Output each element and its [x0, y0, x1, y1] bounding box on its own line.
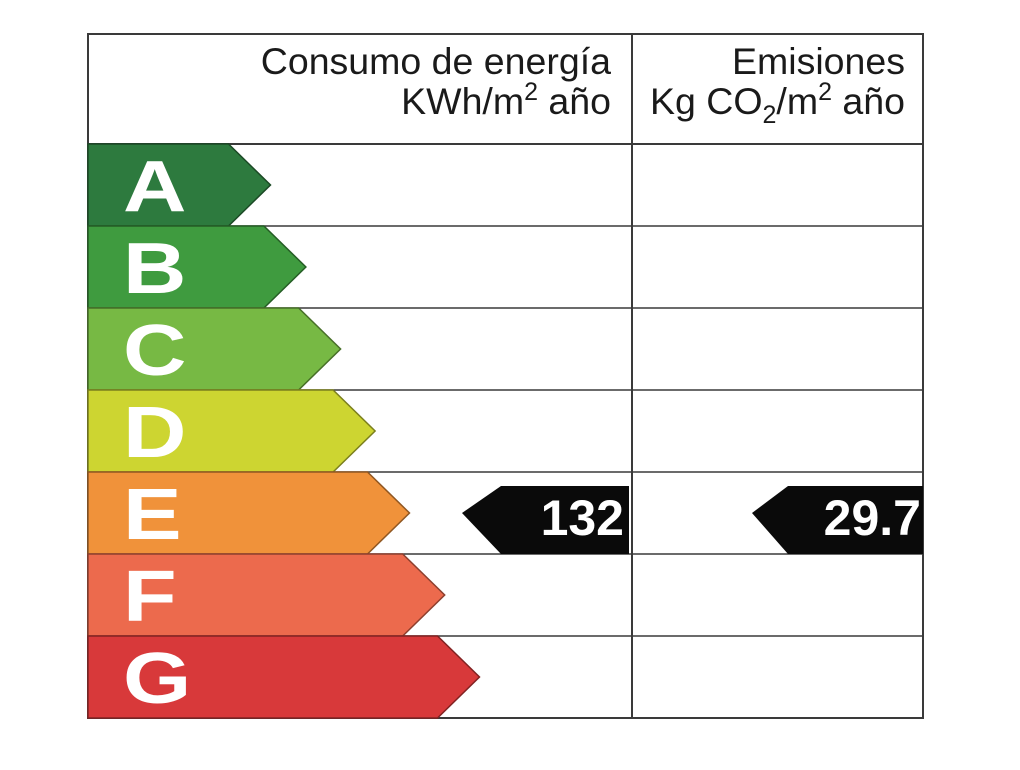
- svg-text:29.7: 29.7: [824, 490, 921, 546]
- svg-text:132: 132: [541, 490, 624, 546]
- svg-text:F: F: [123, 556, 177, 637]
- svg-text:D: D: [123, 392, 186, 473]
- svg-text:Emisiones: Emisiones: [732, 40, 905, 82]
- svg-text:Consumo de energía: Consumo de energía: [261, 40, 611, 82]
- svg-text:Kg CO2/m2 año: Kg CO2/m2 año: [650, 78, 905, 129]
- svg-text:B: B: [123, 228, 186, 309]
- svg-text:C: C: [123, 310, 186, 391]
- svg-text:A: A: [123, 146, 186, 227]
- svg-text:E: E: [123, 474, 182, 555]
- svg-text:G: G: [123, 638, 191, 719]
- svg-text:KWh/m2 año: KWh/m2 año: [401, 78, 611, 122]
